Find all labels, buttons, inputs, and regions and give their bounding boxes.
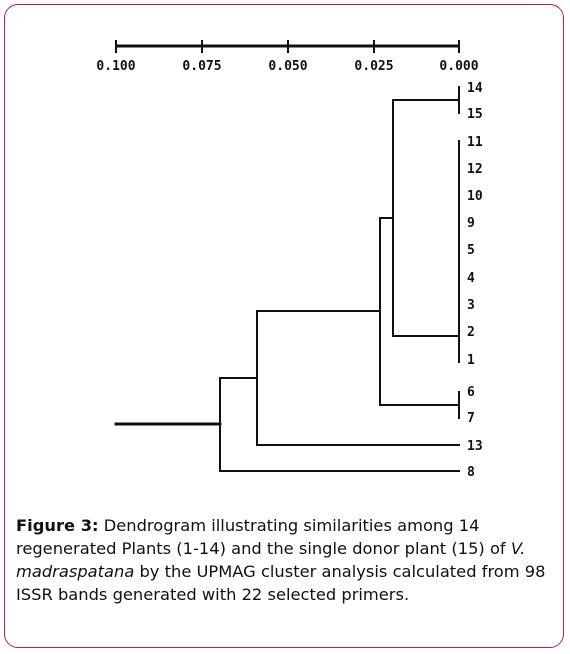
leaf-label: 7 [467, 411, 475, 426]
leaf-label: 11 [467, 135, 483, 150]
leaf-labels: 14 15 11 12 10 9 5 4 3 2 1 6 7 13 8 [467, 81, 483, 480]
scale-tick-label: 0.100 [96, 59, 135, 74]
leaf-label: 6 [467, 385, 475, 400]
leaf-label: 14 [467, 81, 483, 96]
caption-text-end: by the UPMAG cluster analysis calculated… [16, 562, 546, 604]
caption-species: V. madraspatana [16, 539, 526, 581]
leaf-label: 9 [467, 216, 475, 231]
caption-text: Dendrogram illustrating similarities amo… [16, 516, 511, 558]
leaf-label: 8 [467, 465, 475, 480]
scale-tick-label: 0.025 [354, 59, 393, 74]
leaf-label: 4 [467, 271, 475, 286]
leaf-label: 13 [467, 439, 483, 454]
leaf-label: 12 [467, 162, 483, 177]
leaf-label: 10 [467, 189, 483, 204]
scale-tick-label: 0.000 [439, 59, 478, 74]
leaf-label: 5 [467, 243, 475, 258]
scale-tick-label: 0.050 [268, 59, 307, 74]
figure-caption: Figure 3: Dendrogram illustrating simila… [16, 514, 556, 606]
leaf-label: 15 [467, 107, 483, 122]
caption-label: Figure 3: [16, 516, 99, 535]
dendrogram-branches [114, 86, 460, 472]
leaf-label: 3 [467, 298, 475, 313]
figure-frame [4, 4, 564, 648]
leaf-label: 1 [467, 353, 475, 368]
leaf-label: 2 [467, 325, 475, 340]
scale-tick-label: 0.075 [182, 59, 221, 74]
distance-scale: 0.100 0.075 0.050 0.025 0.000 [96, 40, 479, 74]
